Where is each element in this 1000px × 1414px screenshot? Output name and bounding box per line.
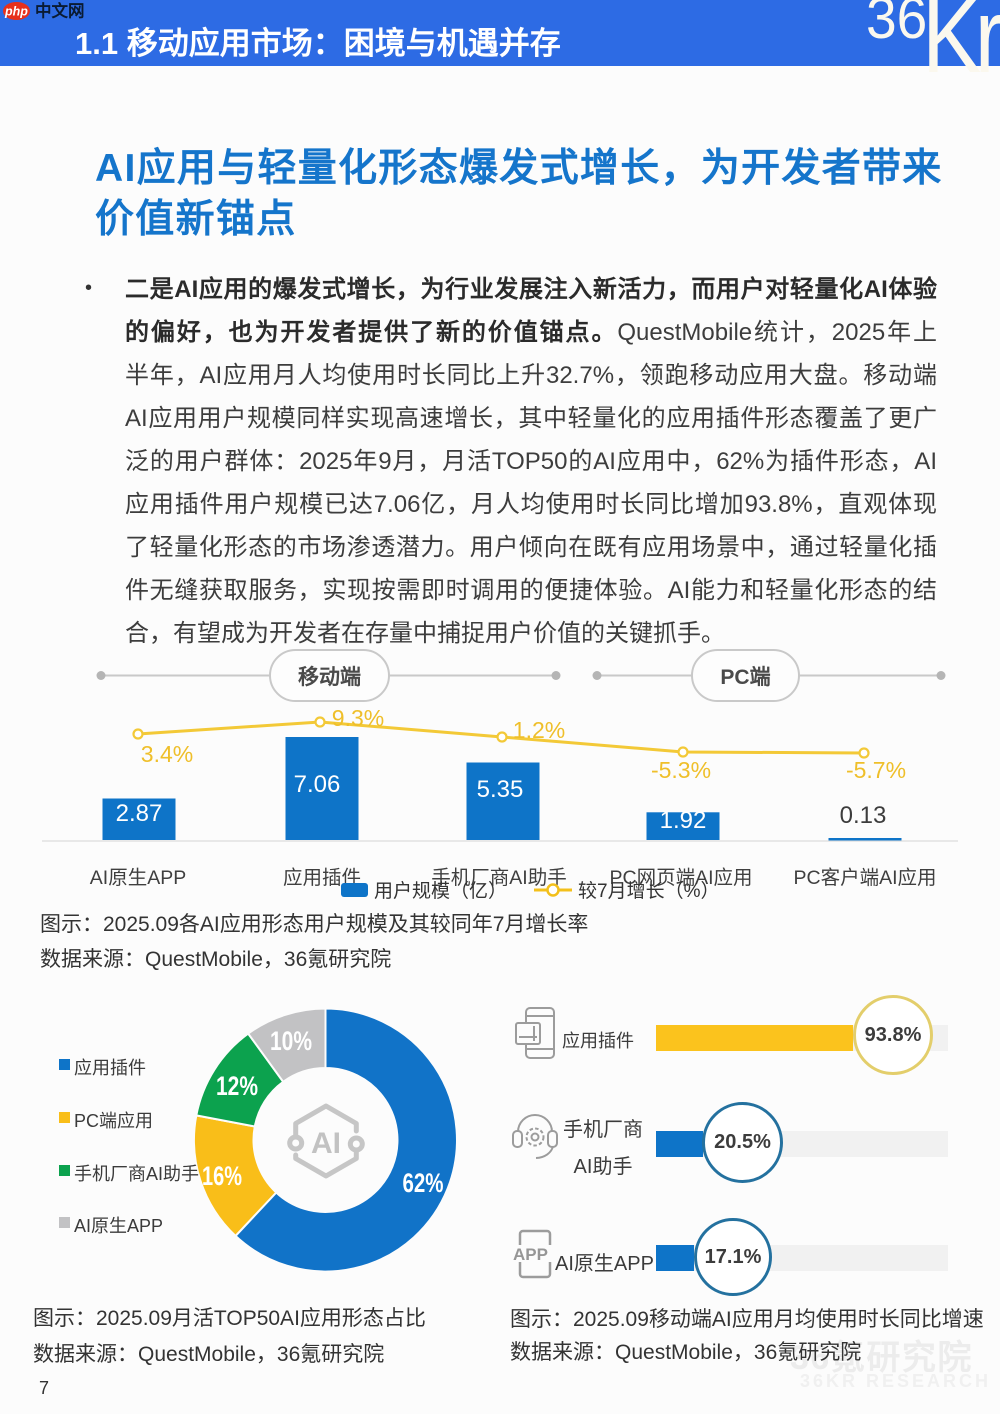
svg-text:应用插件: 应用插件: [283, 867, 361, 889]
svg-text:16%: 16%: [202, 1161, 242, 1191]
svg-text:AI原生APP: AI原生APP: [90, 867, 186, 889]
svg-text:3.4%: 3.4%: [141, 741, 193, 767]
svg-text:12%: 12%: [216, 1071, 258, 1101]
svg-text:PC客户端AI应用: PC客户端AI应用: [793, 867, 936, 889]
svg-text:0.13: 0.13: [840, 802, 887, 829]
svg-text:PC端: PC端: [720, 666, 770, 689]
svg-text:-5.7%: -5.7%: [846, 757, 906, 783]
svg-text:AI: AI: [311, 1127, 341, 1160]
svg-text:中文网: 中文网: [35, 1, 85, 20]
svg-text:1.2%: 1.2%: [513, 717, 565, 743]
svg-text:7.06: 7.06: [294, 771, 341, 798]
svg-text:较7月增长（%）: 较7月增长（%）: [578, 880, 719, 902]
svg-text:2.87: 2.87: [116, 800, 163, 827]
svg-text:APP: APP: [513, 1245, 548, 1264]
svg-text:手机厂商AI助手: 手机厂商AI助手: [431, 867, 566, 889]
svg-text:1.92: 1.92: [660, 807, 707, 834]
svg-text:php: php: [4, 5, 28, 19]
svg-text:-5.3%: -5.3%: [651, 757, 711, 783]
svg-text:9.3%: 9.3%: [332, 705, 384, 731]
svg-text:62%: 62%: [403, 1168, 444, 1198]
svg-text:5.35: 5.35: [477, 776, 524, 803]
svg-text:PC网页端AI应用: PC网页端AI应用: [609, 867, 752, 889]
svg-text:移动端: 移动端: [298, 665, 361, 689]
svg-text:用户规模（亿）: 用户规模（亿）: [374, 880, 507, 902]
svg-text:10%: 10%: [270, 1026, 312, 1056]
